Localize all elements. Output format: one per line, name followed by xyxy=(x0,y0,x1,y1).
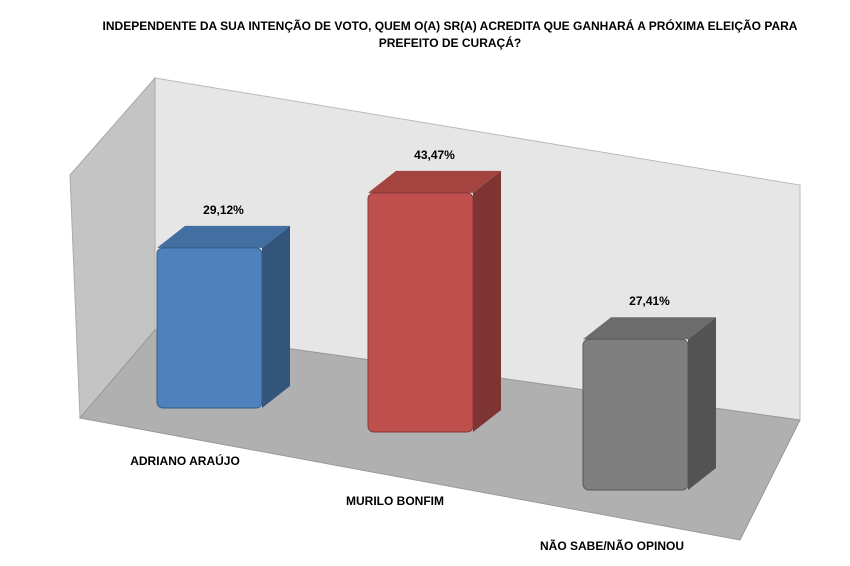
category-label: NÃO SABE/NÃO OPINOU xyxy=(540,538,684,553)
bar xyxy=(156,247,263,409)
value-label: 29,12% xyxy=(203,203,244,217)
category-label: MURILO BONFIM xyxy=(346,494,444,508)
bar-side xyxy=(688,317,716,490)
chart-title: INDEPENDENTE DA SUA INTENÇÃO DE VOTO, QU… xyxy=(102,19,798,50)
bar-side xyxy=(473,170,501,433)
bar xyxy=(582,338,689,491)
value-label: 27,41% xyxy=(629,294,670,308)
bar xyxy=(367,192,474,433)
bar-side xyxy=(262,225,290,408)
bar-top xyxy=(157,225,290,248)
category-label: ADRIANO ARAÚJO xyxy=(130,453,240,468)
value-label: 43,47% xyxy=(414,148,455,162)
bar-top xyxy=(368,170,501,193)
bar-top xyxy=(583,317,716,340)
